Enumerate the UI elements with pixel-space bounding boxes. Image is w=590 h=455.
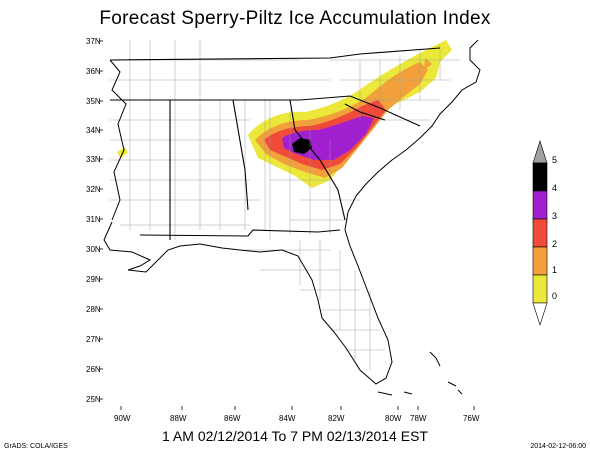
lat-label-30n: 30N — [86, 245, 101, 254]
lon-axis: 90W 88W 86W 84W 82W 80W 78W 76W — [114, 406, 480, 423]
colorbar-level-2 — [532, 218, 548, 248]
lon-label-86w: 86W — [224, 414, 241, 423]
lat-label-34n: 34N — [86, 126, 101, 135]
lon-label-80w: 80W — [385, 414, 402, 423]
lat-label-37n: 37N — [86, 37, 101, 46]
ice-level-1-spot — [424, 58, 432, 70]
lon-label-78w: 78W — [410, 414, 427, 423]
ice-level-4-area — [292, 138, 312, 154]
colorbar-label-5: 5 — [552, 155, 557, 165]
lat-label-33n: 33N — [86, 155, 101, 164]
coastline — [103, 39, 481, 396]
colorbar-cap-bottom — [532, 302, 548, 326]
lat-label-32n: 32N — [86, 185, 101, 194]
ice-index-shading — [117, 40, 452, 188]
lat-label-27n: 27N — [86, 335, 101, 344]
colorbar-level-1 — [532, 246, 548, 276]
lon-label-90w: 90W — [114, 414, 131, 423]
colorbar-cap-top — [532, 140, 548, 164]
lat-label-25n: 25N — [86, 395, 101, 404]
lat-label-28n: 28N — [86, 305, 101, 314]
colorbar-level-0 — [532, 274, 548, 304]
lon-label-82w: 82W — [328, 414, 345, 423]
colorbar: 5 4 3 2 1 0 — [532, 140, 557, 326]
lat-label-36n: 36N — [86, 67, 101, 76]
colorbar-label-2: 2 — [552, 239, 557, 249]
valid-period: 1 AM 02/12/2014 To 7 PM 02/13/2014 EST — [162, 428, 428, 444]
colorbar-level-4 — [532, 162, 548, 192]
lon-label-84w: 84W — [279, 414, 296, 423]
colorbar-label-0: 0 — [552, 291, 557, 301]
map-title: Forecast Sperry-Piltz Ice Accumulation I… — [99, 8, 491, 29]
colorbar-label-3: 3 — [552, 211, 557, 221]
colorbar-level-3 — [532, 190, 548, 220]
colorbar-label-1: 1 — [552, 265, 557, 275]
county-lines — [110, 40, 460, 370]
lat-label-26n: 26N — [86, 365, 101, 374]
lon-label-76w: 76W — [463, 414, 480, 423]
software-credit: GrADS: COLA/IGES — [4, 443, 68, 450]
colorbar-label-4: 4 — [552, 183, 557, 193]
state-boundaries — [109, 47, 441, 240]
lat-axis: 37N 36N 35N 34N 33N 32N 31N 30N 29N 28N … — [86, 37, 103, 404]
lat-label-31n: 31N — [86, 215, 101, 224]
run-timestamp: 2014-02-12-06:00 — [530, 443, 586, 450]
lat-label-29n: 29N — [86, 275, 101, 284]
lon-label-88w: 88W — [170, 414, 187, 423]
lat-label-35n: 35N — [86, 97, 101, 106]
